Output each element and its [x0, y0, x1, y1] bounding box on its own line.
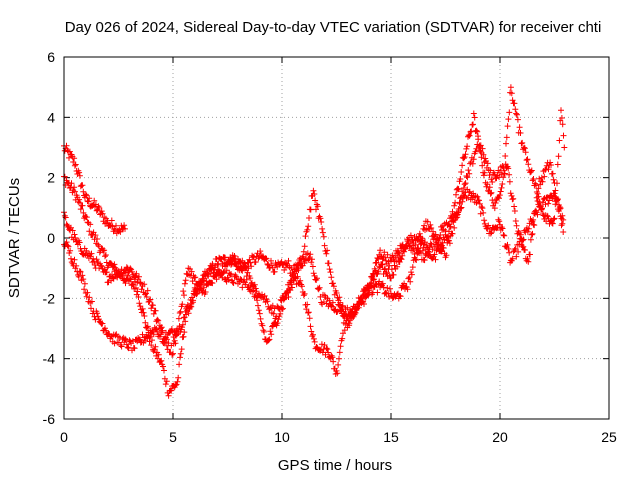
- x-tick-label: 15: [383, 429, 399, 445]
- y-tick-label: 4: [47, 109, 55, 125]
- x-tick-label: 25: [601, 429, 617, 445]
- y-tick-label: 6: [47, 49, 55, 65]
- series-B-markers: [61, 173, 567, 399]
- series-D: [61, 84, 568, 358]
- plot-frame: [63, 56, 610, 420]
- x-axis-label: GPS time / hours: [278, 457, 392, 474]
- x-tick-label: 5: [169, 429, 177, 445]
- data-points: [61, 84, 568, 399]
- series-B: [61, 173, 567, 399]
- y-tick-label: -6: [43, 411, 56, 427]
- x-tick-label: 10: [274, 429, 290, 445]
- y-tick-label: -4: [43, 351, 56, 367]
- y-tick-label: -2: [43, 290, 56, 306]
- series-D-markers: [61, 84, 568, 358]
- chart-title: Day 026 of 2024, Sidereal Day-to-day VTE…: [65, 19, 602, 36]
- grid: [64, 57, 609, 419]
- y-axis-label: SDTVAR / TECUs: [6, 178, 23, 298]
- x-tick-label: 0: [60, 429, 68, 445]
- axis-ticks: 0 5 10 15 20 25 -6 -4 -2 0 2 4 6: [43, 49, 617, 445]
- x-tick-label: 20: [492, 429, 508, 445]
- y-tick-label: 2: [47, 170, 55, 186]
- y-tick-label: 0: [47, 230, 55, 246]
